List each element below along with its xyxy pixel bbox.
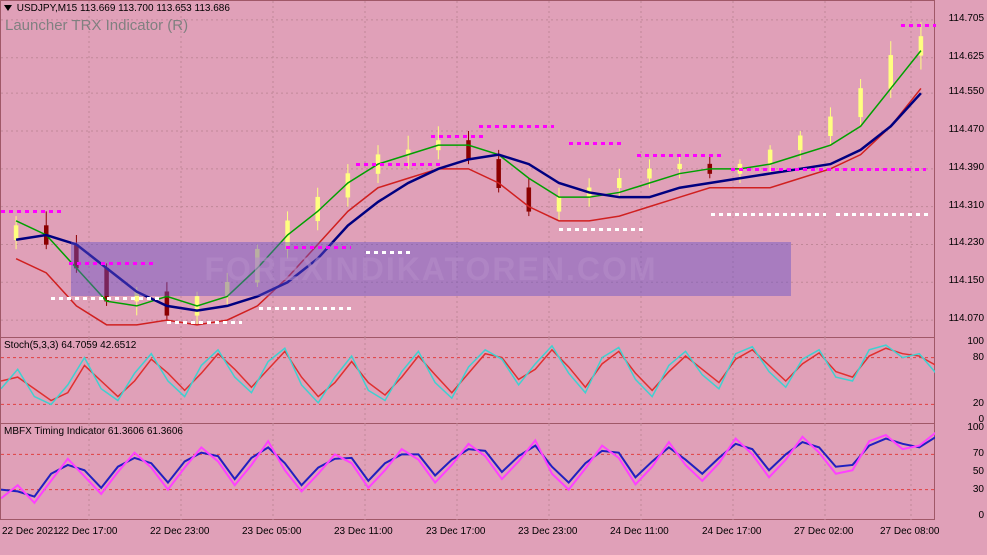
resistance-dots [637,154,722,157]
price-tick: 114.150 [949,275,984,286]
stoch-tick: 100 [967,336,984,347]
watermark: FOREXINDIKATOREN.COM [71,242,791,296]
dropdown-icon[interactable] [4,5,12,11]
resistance-dots [479,125,554,128]
price-tick: 114.230 [949,237,984,248]
mbfx-tick: 50 [973,466,984,477]
stoch-panel[interactable]: Stoch(5,3,3) 64.7059 42.6512 [0,338,935,424]
time-tick: 24 Dec 11:00 [610,526,669,537]
mbfx-panel[interactable]: MBFX Timing Indicator 61.3606 61.3606 [0,424,935,520]
stoch-label: Stoch(5,3,3) 64.7059 42.6512 [4,340,136,351]
resistance-dots [731,168,926,171]
support-dots [559,228,644,231]
resistance-dots [69,262,154,265]
support-dots [259,307,354,310]
stoch-yaxis: 10080200 [935,338,987,424]
time-tick: 23 Dec 17:00 [426,526,486,537]
chart-container: USDJPY,M15 113.669 113.700 113.653 113.6… [0,0,987,555]
price-tick: 114.625 [949,51,984,62]
price-yaxis: 114.705 114.625 114.550 114.470 114.390 114.3… [935,0,987,338]
chart-header: USDJPY,M15 113.669 113.700 113.653 113.6… [4,3,230,14]
support-dots [836,213,931,216]
symbol-label: USDJPY,M15 [17,3,77,14]
support-dots [51,297,161,300]
time-tick: 23 Dec 11:00 [334,526,393,537]
mbfx-label: MBFX Timing Indicator 61.3606 61.3606 [4,426,183,437]
mbfx-svg [1,424,936,520]
time-tick: 23 Dec 05:00 [242,526,302,537]
resistance-dots [1,210,61,213]
indicator-title: Launcher TRX Indicator (R) [5,17,188,34]
price-tick: 114.550 [949,86,984,97]
time-tick: 23 Dec 23:00 [518,526,578,537]
price-tick: 114.470 [949,124,984,135]
time-tick: 22 Dec 2021 [2,526,59,537]
mbfx-tick: 70 [973,448,984,459]
price-tick: 114.390 [949,162,984,173]
ohlc-label: 113.669 113.700 113.653 113.686 [80,3,230,14]
time-tick: 22 Dec 23:00 [150,526,210,537]
price-tick: 114.705 [949,13,984,24]
support-dots [167,321,242,324]
time-tick: 22 Dec 17:00 [58,526,118,537]
price-tick: 114.310 [949,200,984,211]
stoch-svg [1,338,936,424]
resistance-dots [356,163,441,166]
resistance-dots [286,246,351,249]
stoch-tick: 80 [973,352,984,363]
support-dots [711,213,826,216]
time-tick: 27 Dec 02:00 [794,526,854,537]
price-panel[interactable]: USDJPY,M15 113.669 113.700 113.653 113.6… [0,0,935,338]
support-dots [366,251,411,254]
mbfx-tick: 100 [967,422,984,433]
mbfx-tick: 0 [978,510,984,521]
time-tick: 24 Dec 17:00 [702,526,762,537]
resistance-dots [901,24,936,27]
mbfx-tick: 30 [973,484,984,495]
price-tick: 114.070 [949,313,984,324]
mbfx-yaxis: 100 70 50 30 0 [935,424,987,520]
time-tick: 27 Dec 08:00 [880,526,940,537]
resistance-dots [569,142,624,145]
resistance-dots [431,135,486,138]
stoch-tick: 20 [973,398,984,409]
